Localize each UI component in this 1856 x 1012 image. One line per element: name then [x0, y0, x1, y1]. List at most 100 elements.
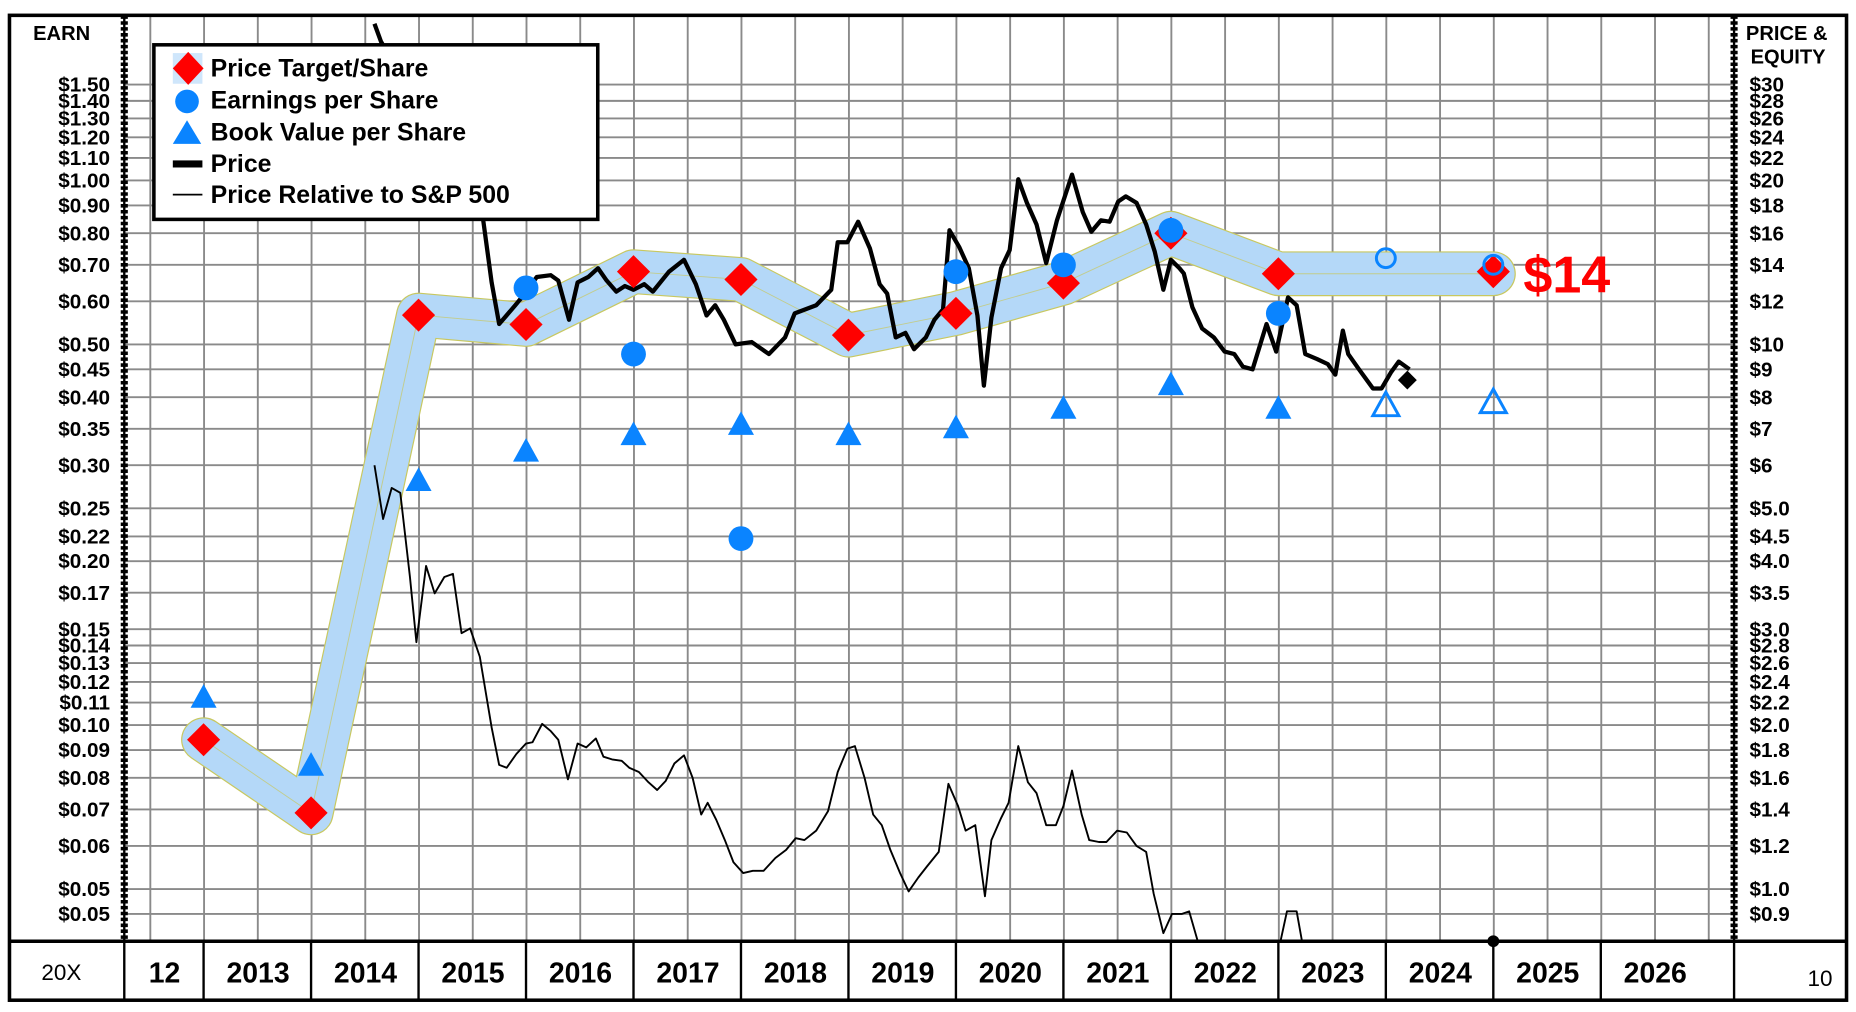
bvps-marker — [190, 684, 217, 708]
relative-price-line — [373, 465, 1199, 942]
year-label: 2018 — [764, 958, 827, 990]
eps-marker — [1158, 217, 1184, 243]
year-label: 2021 — [1086, 958, 1149, 990]
left-tick-label: $0.60 — [58, 290, 110, 313]
bvps-marker — [1050, 395, 1077, 419]
bvps-estimate-marker — [1477, 385, 1509, 415]
left-tick-label: $0.45 — [58, 358, 110, 381]
left-tick-label: $1.00 — [58, 170, 110, 193]
year-label: 2023 — [1301, 958, 1364, 990]
left-tick-label: $0.35 — [58, 418, 110, 441]
bvps-marker — [1265, 395, 1292, 419]
left-tick-label: $1.10 — [58, 147, 110, 170]
year-label: 2025 — [1516, 958, 1579, 990]
legend-label-bvps: Book Value per Share — [211, 119, 466, 146]
left-axis-title: EARN — [33, 23, 90, 45]
right-tick-label: $28 — [1749, 90, 1784, 113]
left-tick-label: $0.12 — [58, 671, 110, 694]
left-tick-label: $0.09 — [58, 739, 110, 762]
right-tick-label: $2.8 — [1749, 635, 1789, 658]
year-label: 2013 — [226, 958, 289, 990]
legend-circle-icon — [175, 89, 199, 114]
bvps-marker — [513, 438, 540, 462]
bvps-marker — [942, 414, 969, 439]
year-label: 2020 — [979, 958, 1042, 990]
right-tick-label: $2.4 — [1749, 671, 1790, 694]
left-tick-label: $0.11 — [59, 692, 110, 715]
right-tick-label: $0.9 — [1749, 903, 1789, 926]
year-label: 2015 — [441, 958, 504, 990]
left-tick-label: $0.14 — [58, 635, 110, 658]
right-tick-label: $18 — [1749, 194, 1784, 217]
left-tick-label: $0.22 — [58, 526, 110, 549]
price-target-marker — [939, 296, 973, 330]
legend: Price Target/Share Earnings per Share Bo… — [152, 43, 600, 222]
right-tick-label: $2.2 — [1749, 692, 1789, 715]
right-tick-label: $24 — [1749, 126, 1784, 149]
bvps-marker — [298, 752, 325, 776]
legend-label-relative: Price Relative to S&P 500 — [211, 182, 510, 209]
left-tick-label: $0.20 — [58, 550, 110, 573]
legend-box — [152, 43, 600, 222]
price-target-annotation: $14 — [1523, 247, 1610, 305]
right-tick-label: $6 — [1749, 454, 1772, 477]
eps-estimate-marker — [1374, 247, 1397, 270]
left-tick-label: $0.70 — [58, 254, 110, 277]
left-tick-label: $0.05 — [58, 878, 110, 901]
left-tick-label: $0.17 — [58, 582, 110, 605]
right-tick-label: $2.6 — [1749, 652, 1789, 675]
price-target-marker — [509, 307, 543, 341]
chart-frame — [7, 13, 1849, 1002]
left-tick-label: $0.50 — [58, 334, 110, 357]
right-tick-label: $3.0 — [1749, 618, 1789, 641]
bvps-marker — [1157, 371, 1184, 396]
left-tick-label: $0.10 — [58, 714, 110, 737]
corner-label: 10 — [1807, 966, 1832, 991]
year-axis: 12 2013 2014 2015 2016 2017 2018 2019 2020 2021 20… — [149, 941, 1687, 1001]
right-tick-label: $20 — [1749, 170, 1784, 193]
left-tick-label: $0.15 — [58, 618, 110, 641]
relative-price-line — [1279, 910, 1303, 942]
price-target-marker — [401, 298, 436, 332]
bvps-marker — [405, 467, 432, 491]
legend-label-price-target: Price Target/Share — [211, 56, 429, 83]
price-target-marker — [724, 262, 758, 296]
left-tick-label: $0.80 — [58, 222, 110, 245]
eps-marker — [621, 341, 646, 367]
right-tick-label: $22 — [1749, 147, 1784, 170]
right-tick-label: $4.5 — [1749, 526, 1789, 549]
year-label: 2022 — [1194, 958, 1257, 990]
data-markers — [187, 216, 1510, 948]
eps-marker — [1050, 252, 1076, 278]
right-axis-title-line2: EQUITY — [1751, 47, 1826, 69]
right-tick-label: $1.2 — [1749, 835, 1789, 858]
right-tick-label: $3.5 — [1749, 582, 1789, 605]
left-tick-label: $0.13 — [58, 652, 110, 675]
right-tick-label: $26 — [1749, 108, 1784, 131]
price-target-marker — [831, 318, 866, 352]
bvps-marker — [835, 421, 862, 446]
right-tick-label: $1.4 — [1749, 799, 1790, 822]
year-label: 12 — [149, 958, 181, 990]
right-axis-title-line1: PRICE & — [1746, 23, 1828, 45]
right-tick-label: $8 — [1749, 386, 1772, 409]
right-tick-label: $16 — [1749, 222, 1784, 245]
legend-triangle-icon — [172, 120, 202, 144]
eps-marker — [1265, 301, 1291, 326]
eps-marker — [728, 526, 754, 551]
right-tick-label: $4.0 — [1749, 550, 1789, 573]
eps-estimate-marker — [1482, 253, 1505, 276]
left-tick-label: $0.30 — [58, 454, 110, 477]
right-tick-label: $14 — [1749, 254, 1784, 277]
year-label: 2017 — [656, 958, 719, 990]
year-label: 2014 — [334, 958, 397, 990]
eps-marker — [943, 259, 969, 285]
legend-label-price: Price — [211, 151, 272, 178]
left-tick-label: $1.50 — [58, 74, 110, 97]
right-tick-label: $5.0 — [1749, 497, 1789, 520]
right-tick-label: $7 — [1749, 418, 1772, 441]
price-target-marker — [187, 723, 221, 757]
current-price-marker — [1397, 370, 1417, 390]
eps-marker — [513, 275, 539, 301]
legend-thick-line-icon — [172, 160, 203, 168]
